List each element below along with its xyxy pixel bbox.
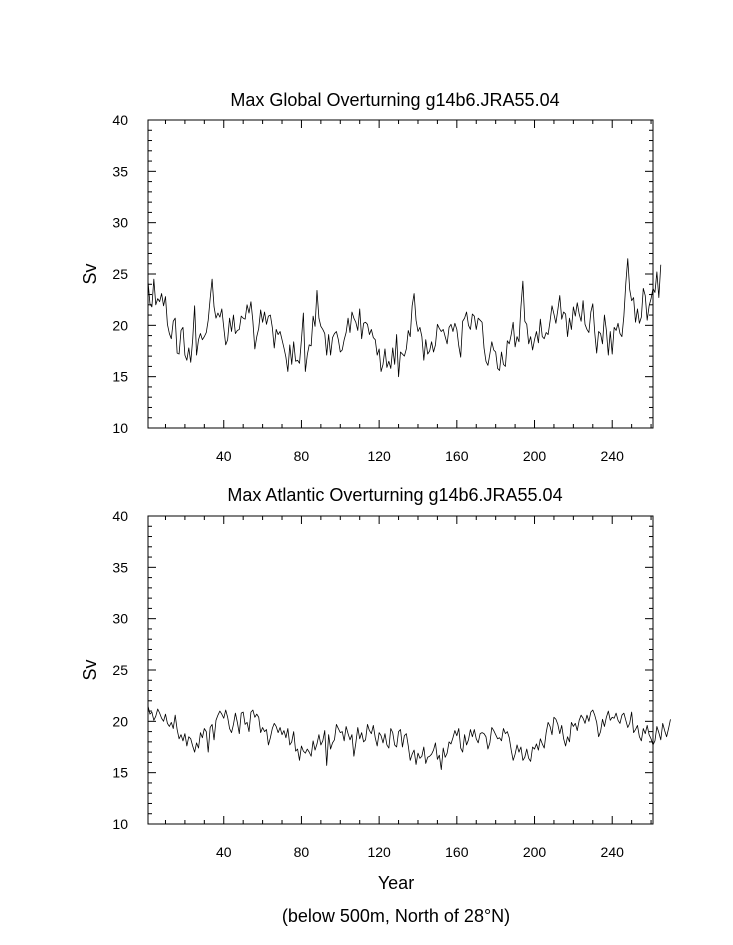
global-tick-labels: 10 15 20 25 30 35 40 40 80 120 160 200 240 bbox=[112, 112, 624, 464]
atlantic-axis-ticks bbox=[148, 515, 653, 825]
y-tick-label: 20 bbox=[112, 317, 128, 333]
atlantic-series bbox=[147, 705, 671, 770]
y-tick-label: 10 bbox=[112, 420, 128, 436]
y-tick-label: 20 bbox=[112, 713, 128, 729]
x-tick-label: 240 bbox=[601, 844, 625, 860]
x-tick-label: 40 bbox=[216, 448, 232, 464]
series-line bbox=[147, 258, 662, 378]
y-tick-label: 25 bbox=[112, 662, 128, 678]
series-line bbox=[147, 705, 671, 770]
y-tick-label: 25 bbox=[112, 266, 128, 282]
global-overturning-panel: Max Global Overturning g14b6.JRA55.04 10… bbox=[80, 90, 662, 464]
x-tick-label: 120 bbox=[367, 844, 391, 860]
atlantic-overturning-panel: Max Atlantic Overturning g14b6.JRA55.04 … bbox=[80, 485, 671, 893]
y-tick-label: 40 bbox=[112, 508, 128, 524]
y-tick-label: 15 bbox=[112, 765, 128, 781]
x-tick-label: 200 bbox=[523, 448, 547, 464]
atlantic-ylabel: Sv bbox=[80, 659, 100, 680]
chart-title-global: Max Global Overturning g14b6.JRA55.04 bbox=[230, 90, 559, 110]
x-tick-label: 80 bbox=[294, 448, 310, 464]
y-tick-label: 10 bbox=[112, 816, 128, 832]
x-tick-label: 160 bbox=[445, 844, 469, 860]
atlantic-plot-frame bbox=[147, 515, 654, 825]
global-ylabel: Sv bbox=[80, 263, 100, 284]
x-tick-label: 200 bbox=[523, 844, 547, 860]
atlantic-xlabel: Year bbox=[378, 873, 414, 893]
y-tick-label: 35 bbox=[112, 163, 128, 179]
x-tick-label: 160 bbox=[445, 448, 469, 464]
x-tick-label: 80 bbox=[294, 844, 310, 860]
global-axis-ticks bbox=[148, 119, 653, 429]
footnote: (below 500m, North of 28°N) bbox=[282, 906, 510, 926]
global-plot-frame bbox=[147, 119, 654, 429]
y-tick-label: 30 bbox=[112, 611, 128, 627]
y-tick-label: 35 bbox=[112, 559, 128, 575]
x-tick-label: 240 bbox=[601, 448, 625, 464]
x-tick-label: 120 bbox=[367, 448, 391, 464]
y-tick-label: 30 bbox=[112, 215, 128, 231]
y-tick-label: 40 bbox=[112, 112, 128, 128]
chart-title-atlantic: Max Atlantic Overturning g14b6.JRA55.04 bbox=[227, 485, 562, 505]
x-tick-label: 40 bbox=[216, 844, 232, 860]
atlantic-tick-labels: 10 15 20 25 30 35 40 40 80 120 160 200 240 bbox=[112, 508, 624, 860]
y-tick-label: 15 bbox=[112, 369, 128, 385]
global-series bbox=[147, 258, 662, 378]
